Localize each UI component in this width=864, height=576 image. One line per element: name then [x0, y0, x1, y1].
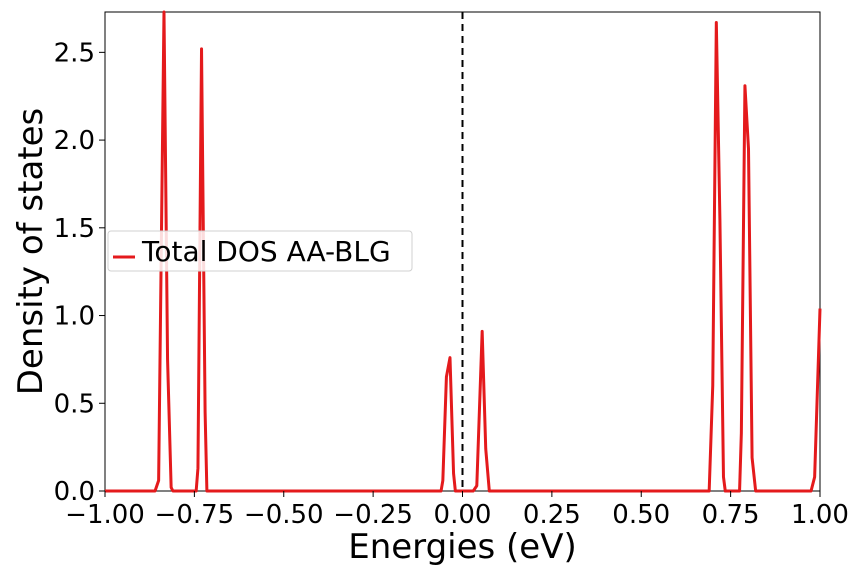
- x-axis-title: Energies (eV): [348, 527, 577, 567]
- y-tick-label: 1.0: [54, 302, 95, 332]
- y-tick-label: 2.5: [54, 38, 95, 68]
- y-tick-label: 1.5: [54, 214, 95, 244]
- x-tick-label: −0.50: [244, 500, 324, 530]
- y-tick-label: 2.0: [54, 126, 95, 156]
- y-tick-label: 0.5: [54, 389, 95, 419]
- legend: Total DOS AA-BLG: [107, 230, 413, 272]
- x-axis-ticks: −1.00 −0.75 −0.50 −0.25 0.00 0.25 0.50 0.75 1.00: [65, 491, 849, 530]
- x-tick-label: 1.00: [791, 500, 849, 530]
- legend-label: Total DOS AA-BLG: [141, 235, 391, 268]
- x-tick-label: 0.00: [434, 500, 492, 530]
- x-tick-label: −0.25: [333, 500, 413, 530]
- x-tick-label: 0.75: [702, 500, 760, 530]
- x-tick-label: −1.00: [65, 500, 145, 530]
- x-tick-label: 0.50: [612, 500, 670, 530]
- y-axis-title: Density of states: [11, 108, 51, 396]
- x-tick-label: −0.75: [155, 500, 235, 530]
- y-tick-label: 0.0: [54, 477, 95, 507]
- series-line-total-dos: [105, 10, 822, 493]
- legend-box: [107, 230, 413, 272]
- x-tick-label: 0.25: [523, 500, 581, 530]
- y-axis-ticks: 0.0 0.5 1.0 1.5 2.0 2.5: [54, 38, 105, 507]
